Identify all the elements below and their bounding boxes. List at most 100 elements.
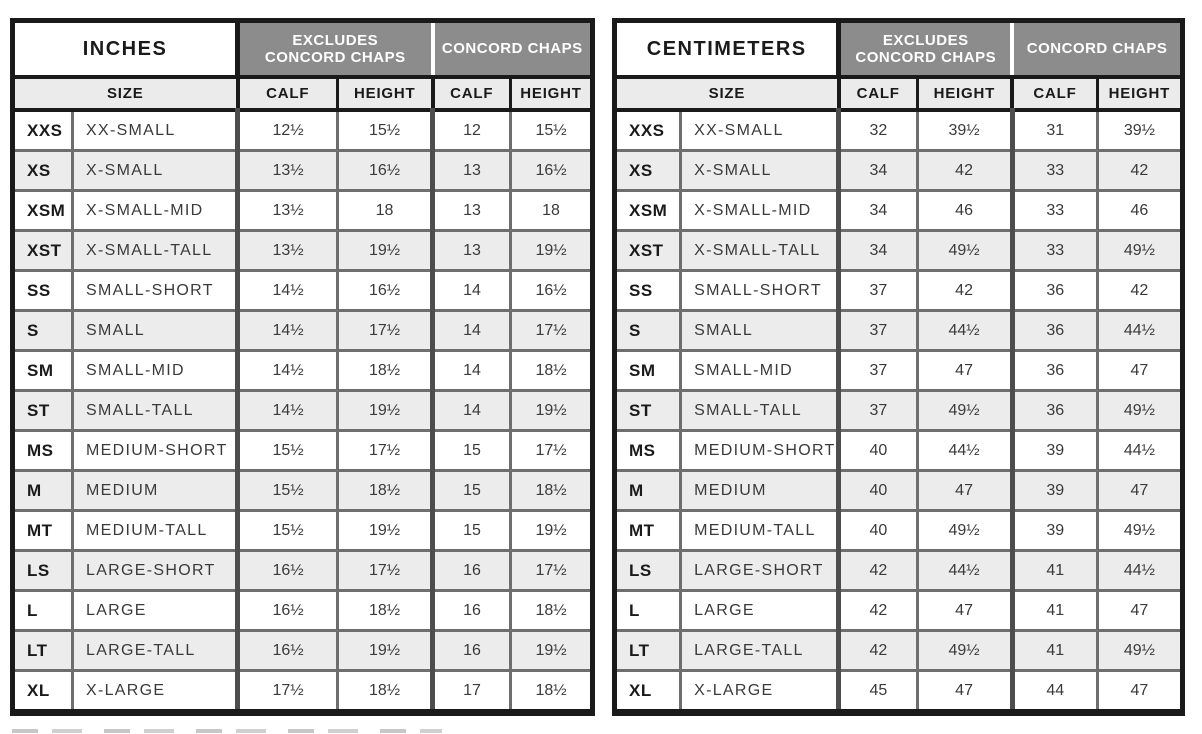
group-header-excludes-concord-chaps: EXCLUDES CONCORD CHAPS [237,20,435,79]
calf-concord-value-cell: 14 [432,309,513,351]
size-name-cell: XX-SMALL [72,108,241,151]
column-header-height-concord: HEIGHT [510,77,593,112]
size-name-cell: X-LARGE [680,669,842,713]
size-name-cell: SMALL-SHORT [72,269,241,311]
height-concord-value-cell: 18 [510,189,593,231]
height-excludes-value-cell: 46 [917,189,1015,231]
size-name-cell: SMALL-MID [680,349,842,391]
height-excludes-value-cell: 42 [917,149,1015,191]
height-concord-value-cell: 18½ [510,349,593,391]
table-row: XL X-LARGE 45 47 44 47 [614,669,1183,713]
calf-concord-value-cell: 44 [1012,669,1099,713]
column-header-height-concord: HEIGHT [1097,77,1183,112]
calf-concord-value-cell: 36 [1012,269,1099,311]
calf-concord-value-cell: 39 [1012,509,1099,551]
table-row: MT MEDIUM-TALL 40 49½ 39 49½ [614,509,1183,551]
height-concord-value-cell: 17½ [510,309,593,351]
size-code-cell: L [614,589,683,631]
size-code-cell: LS [12,549,74,591]
calf-concord-value-cell: 39 [1012,429,1099,471]
calf-excludes-value-cell: 13½ [237,149,340,191]
calf-excludes-value-cell: 34 [838,229,919,271]
unit-header-centimeters: CENTIMETERS [614,20,842,79]
calf-excludes-value-cell: 40 [838,509,919,551]
height-excludes-value-cell: 19½ [337,509,436,551]
inches-size-table: INCHES EXCLUDES CONCORD CHAPS CONCORD CH… [10,18,596,716]
size-name-cell: X-SMALL-MID [72,189,241,231]
calf-concord-value-cell: 13 [432,229,513,271]
size-code-cell: SM [12,349,74,391]
calf-excludes-value-cell: 16½ [237,549,340,591]
size-code-cell: MT [614,509,683,551]
height-excludes-value-cell: 39½ [917,108,1015,151]
table-row: LS LARGE-SHORT 16½ 17½ 16 17½ [12,549,593,591]
height-excludes-value-cell: 49½ [917,229,1015,271]
table-row: S SMALL 37 44½ 36 44½ [614,309,1183,351]
column-header-calf-excludes: CALF [237,77,340,112]
calf-concord-value-cell: 14 [432,389,513,431]
calf-excludes-value-cell: 16½ [237,629,340,671]
height-excludes-value-cell: 18½ [337,349,436,391]
calf-excludes-value-cell: 12½ [237,108,340,151]
height-concord-value-cell: 44½ [1097,309,1183,351]
height-concord-value-cell: 47 [1097,349,1183,391]
size-name-cell: X-SMALL-TALL [72,229,241,271]
calf-concord-value-cell: 41 [1012,629,1099,671]
size-code-cell: ST [614,389,683,431]
height-excludes-value-cell: 18½ [337,469,436,511]
calf-excludes-value-cell: 15½ [237,429,340,471]
calf-excludes-value-cell: 42 [838,629,919,671]
table-row: L LARGE 16½ 18½ 16 18½ [12,589,593,631]
height-concord-value-cell: 16½ [510,269,593,311]
size-code-cell: MT [12,509,74,551]
height-excludes-value-cell: 49½ [917,389,1015,431]
calf-concord-value-cell: 33 [1012,149,1099,191]
height-concord-value-cell: 42 [1097,269,1183,311]
height-concord-value-cell: 44½ [1097,549,1183,591]
size-code-cell: LT [614,629,683,671]
table-row: XST X-SMALL-TALL 34 49½ 33 49½ [614,229,1183,271]
table-row: ST SMALL-TALL 37 49½ 36 49½ [614,389,1183,431]
size-name-cell: SMALL-SHORT [680,269,842,311]
table-row: XSM X-SMALL-MID 34 46 33 46 [614,189,1183,231]
centimeters-table-body: XXS XX-SMALL 32 39½ 31 39½ XS X-SMALL 34… [614,108,1183,713]
height-excludes-value-cell: 17½ [337,429,436,471]
size-code-cell: SS [12,269,74,311]
calf-excludes-value-cell: 15½ [237,509,340,551]
table-row: S SMALL 14½ 17½ 14 17½ [12,309,593,351]
inches-table-body: XXS XX-SMALL 12½ 15½ 12 15½ XS X-SMALL 1… [12,108,593,713]
height-excludes-value-cell: 44½ [917,309,1015,351]
calf-excludes-value-cell: 14½ [237,269,340,311]
size-name-cell: LARGE [680,589,842,631]
calf-excludes-value-cell: 17½ [237,669,340,713]
calf-concord-value-cell: 16 [432,589,513,631]
calf-excludes-value-cell: 37 [838,309,919,351]
calf-excludes-value-cell: 14½ [237,309,340,351]
size-name-cell: LARGE-TALL [680,629,842,671]
height-excludes-value-cell: 18½ [337,669,436,713]
size-code-cell: LT [12,629,74,671]
height-concord-value-cell: 18½ [510,589,593,631]
size-code-cell: LS [614,549,683,591]
size-name-cell: MEDIUM [72,469,241,511]
table-row: XS X-SMALL 34 42 33 42 [614,149,1183,191]
size-name-cell: MEDIUM-SHORT [72,429,241,471]
size-code-cell: S [614,309,683,351]
size-name-cell: SMALL-TALL [72,389,241,431]
column-header-calf-concord: CALF [432,77,513,112]
height-excludes-value-cell: 16½ [337,149,436,191]
size-name-cell: SMALL-TALL [680,389,842,431]
height-concord-value-cell: 39½ [1097,108,1183,151]
calf-excludes-value-cell: 37 [838,389,919,431]
size-name-cell: MEDIUM [680,469,842,511]
calf-concord-value-cell: 33 [1012,189,1099,231]
height-excludes-value-cell: 49½ [917,509,1015,551]
size-code-cell: ST [12,389,74,431]
size-code-cell: SS [614,269,683,311]
size-code-cell: XSM [12,189,74,231]
calf-concord-value-cell: 41 [1012,589,1099,631]
size-name-cell: SMALL [72,309,241,351]
height-excludes-value-cell: 15½ [337,108,436,151]
height-excludes-value-cell: 19½ [337,389,436,431]
table-row: XXS XX-SMALL 12½ 15½ 12 15½ [12,108,593,151]
